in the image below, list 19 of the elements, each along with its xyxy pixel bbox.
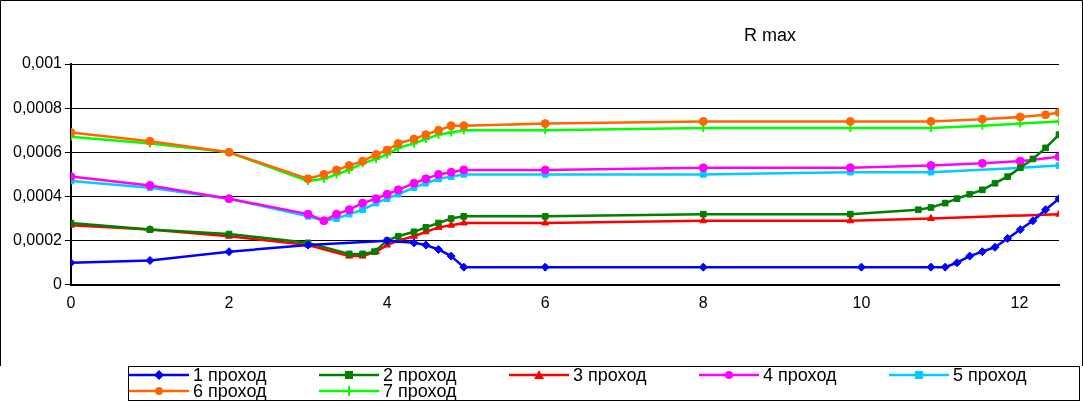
y-tick-label: 0,0008 (13, 98, 63, 116)
legend-label: 5 проход (953, 365, 1027, 385)
y-tick-label: 0,0004 (13, 186, 63, 204)
x-tick-label: 8 (698, 293, 708, 311)
x-tick-label: 4 (382, 293, 392, 311)
legend-label: 1 проход (193, 365, 267, 385)
legend-label: 3 проход (573, 365, 647, 385)
y-tick-label: 0,001 (21, 54, 63, 72)
legend-label: 2 проход (383, 365, 457, 385)
x-tick-label: 0 (66, 293, 76, 311)
x-tick-label: 12 (1010, 293, 1029, 311)
legend-label: 4 проход (763, 365, 837, 385)
x-tick-label: 2 (224, 293, 234, 311)
x-tick-label: 6 (540, 293, 550, 311)
y-tick-label: 0 (53, 275, 63, 293)
y-tick-label: 0,0002 (13, 231, 63, 249)
x-tick-label: 10 (852, 293, 871, 311)
y-tick-label: 0,0006 (13, 142, 63, 160)
chart-title: R max (743, 24, 797, 45)
